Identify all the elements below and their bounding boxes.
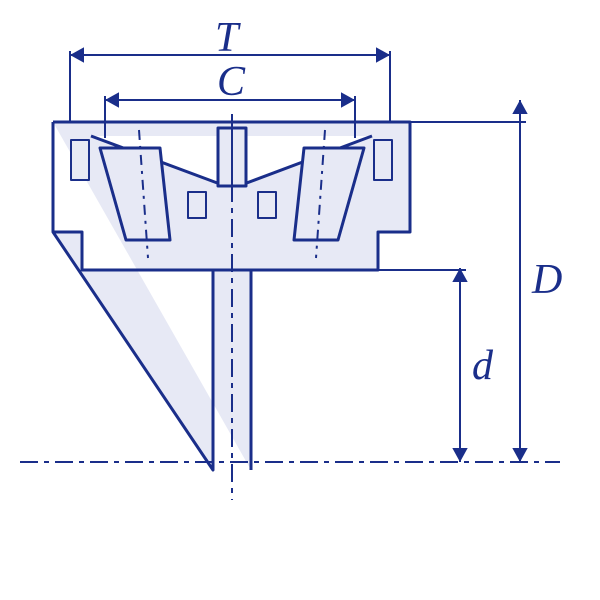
dim-label-t: T xyxy=(215,14,238,62)
dim-label-c: C xyxy=(217,58,245,106)
dim-label-d-inner: d xyxy=(472,342,493,390)
dim-label-d-outer: D xyxy=(532,256,562,304)
